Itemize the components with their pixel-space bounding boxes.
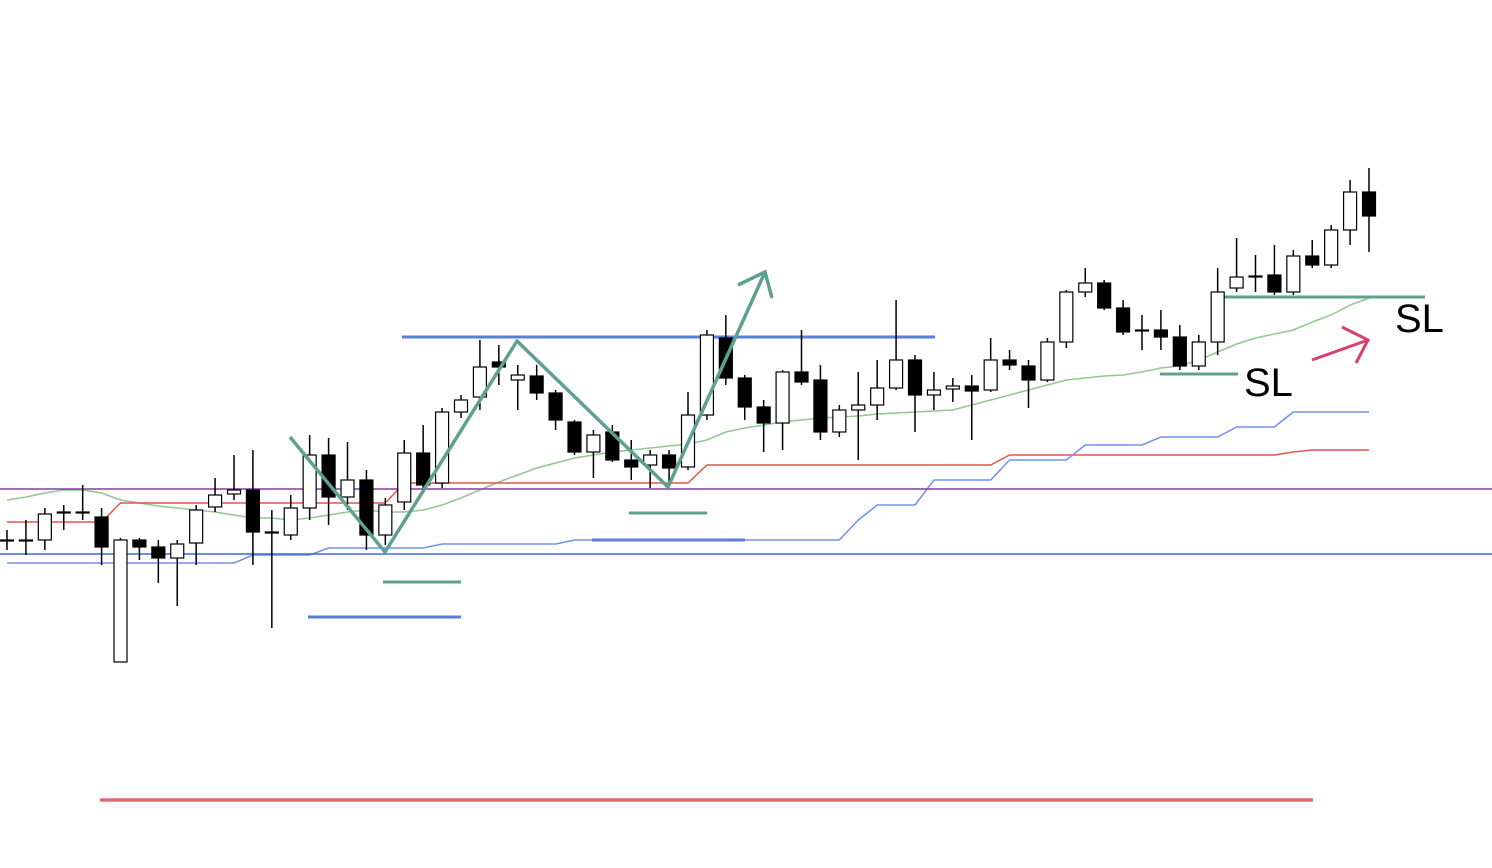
- annotation: SL: [1244, 361, 1293, 405]
- candle-body: [1267, 274, 1282, 293]
- candle-body: [207, 494, 223, 508]
- candle-body: [1078, 282, 1093, 293]
- annotation: SL: [1395, 297, 1444, 341]
- levels: [0, 295, 1492, 802]
- candle-body: [189, 509, 204, 544]
- candle-body: [1286, 255, 1301, 293]
- candle-body: [1097, 282, 1112, 309]
- candle-body: [132, 539, 147, 548]
- candle-body: [0, 539, 15, 542]
- candle-body: [567, 421, 582, 453]
- candle-body: [1305, 255, 1320, 266]
- candle-body: [434, 411, 450, 484]
- candle-body: [1134, 329, 1150, 332]
- candle-body: [416, 452, 431, 486]
- candle-body: [1002, 359, 1017, 366]
- candle-body: [661, 454, 677, 469]
- candle-body: [75, 511, 90, 514]
- candle-body: [794, 371, 809, 383]
- candle-body: [151, 546, 166, 559]
- candle-body: [851, 404, 866, 411]
- candle-body: [264, 531, 279, 534]
- candle-body: [56, 511, 71, 514]
- candle-body: [529, 375, 544, 394]
- candle-body: [964, 385, 979, 392]
- candle-body: [870, 387, 885, 406]
- candle-body: [1210, 291, 1225, 343]
- candle-body: [737, 377, 752, 408]
- candle-body: [1248, 275, 1263, 278]
- candle-body: [1361, 191, 1377, 217]
- candle-body: [624, 459, 639, 468]
- candle-body: [1115, 307, 1131, 333]
- candle-body: [1191, 341, 1206, 367]
- candle-body: [37, 513, 52, 541]
- candle-body: [907, 359, 923, 396]
- candle-body: [775, 371, 790, 424]
- candle-body: [397, 452, 412, 503]
- candle-body: [283, 507, 298, 536]
- indicator-line: [7, 449, 1369, 523]
- candle-body: [510, 374, 525, 381]
- candle-body: [453, 399, 469, 413]
- candle-body: [1059, 291, 1074, 343]
- annotations: SL SL: [288, 269, 1444, 554]
- zigzag: [288, 271, 767, 554]
- candle-body: [945, 385, 960, 390]
- candle-body: [1229, 276, 1244, 289]
- candle-body: [1021, 365, 1036, 381]
- candle-body: [983, 359, 998, 391]
- candle-body: [586, 434, 601, 453]
- candle-body: [832, 409, 847, 433]
- candle-body: [94, 516, 109, 548]
- arrow: [1311, 338, 1369, 362]
- candle-body: [18, 539, 34, 542]
- candle-body: [1172, 336, 1187, 367]
- candle-body: [1342, 191, 1358, 231]
- candle-body: [340, 479, 355, 498]
- candle-body: [1153, 329, 1169, 338]
- candle-body: [756, 406, 771, 424]
- candle-body: [170, 543, 185, 559]
- candle-body: [548, 392, 563, 421]
- candle-body: [643, 454, 658, 466]
- arrow-head: [1341, 325, 1371, 364]
- candle-body: [888, 359, 904, 389]
- arrow-head: [737, 269, 774, 299]
- candle-body: [926, 389, 942, 396]
- candle-body: [1324, 229, 1339, 266]
- candle-body: [378, 504, 393, 536]
- candle-body: [302, 454, 317, 509]
- candle-body: [226, 489, 242, 495]
- candle-body: [113, 539, 128, 663]
- candle-body: [813, 379, 828, 433]
- candle-body: [245, 489, 261, 533]
- candle-body: [1040, 341, 1055, 381]
- candle-body: [359, 479, 374, 536]
